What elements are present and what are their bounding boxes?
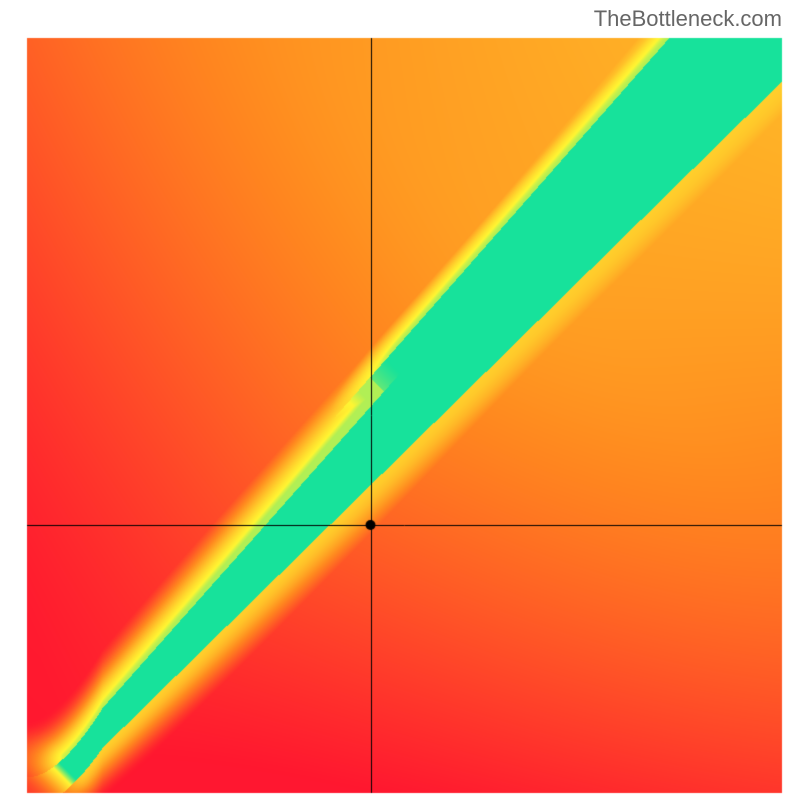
chart-container: TheBottleneck.com: [0, 0, 800, 800]
watermark-text: TheBottleneck.com: [594, 6, 782, 32]
gradient-heatmap-canvas: [0, 0, 800, 800]
